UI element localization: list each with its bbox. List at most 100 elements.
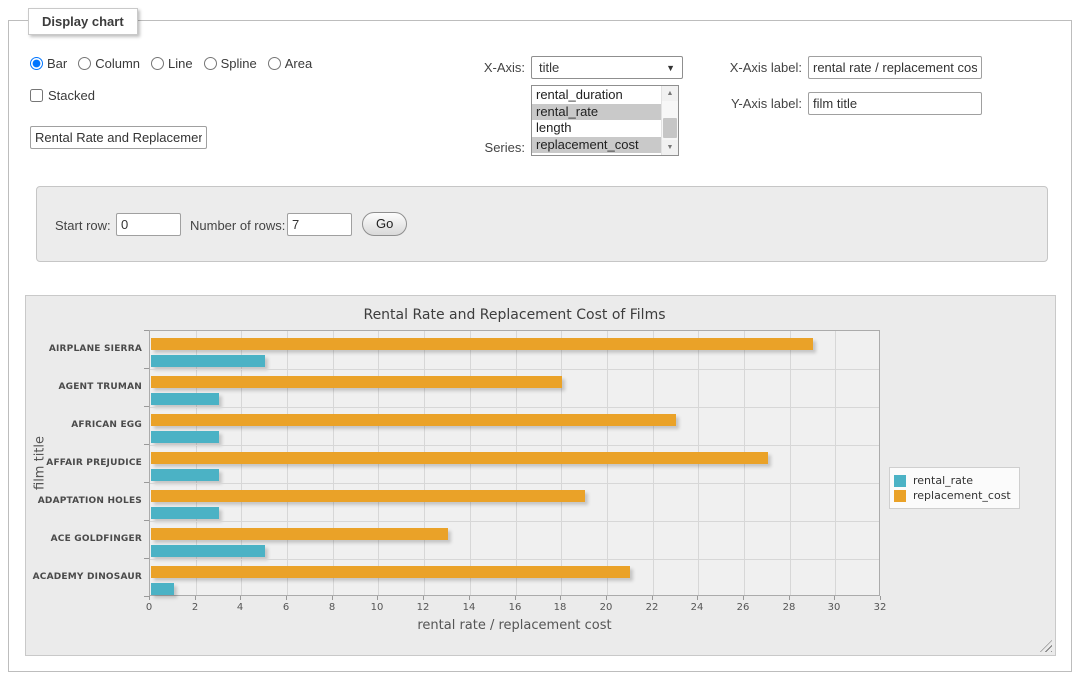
x-tick-mark — [834, 596, 835, 600]
x-tick-mark — [469, 596, 470, 600]
x-axis-select-label: X-Axis: — [425, 60, 525, 75]
category-label: ADAPTATION HOLES — [26, 482, 142, 520]
chart-type-radio-spline[interactable] — [204, 57, 217, 70]
legend-entry: rental_rate — [894, 474, 1011, 487]
y-tick-mark — [144, 368, 149, 369]
chart-type-option-column[interactable]: Column — [78, 56, 140, 71]
bar-rental_rate — [151, 545, 265, 557]
x-tick-mark — [743, 596, 744, 600]
x-tick-mark — [240, 596, 241, 600]
chart-type-radio-column[interactable] — [78, 57, 91, 70]
x-tick-label: 28 — [774, 602, 804, 613]
x-tick-mark — [652, 596, 653, 600]
legend-entry: replacement_cost — [894, 489, 1011, 502]
scrollbar-thumb[interactable] — [663, 118, 677, 138]
x-axis-label-input[interactable] — [808, 56, 982, 79]
y-tick-mark — [144, 596, 149, 597]
chart-type-option-line[interactable]: Line — [151, 56, 193, 71]
bar-replacement_cost — [151, 376, 562, 388]
bar-replacement_cost — [151, 414, 676, 426]
grid-hline — [150, 445, 879, 446]
legend-label: rental_rate — [913, 474, 973, 487]
bar-rental_rate — [151, 507, 219, 519]
chart-type-option-label: Line — [168, 56, 193, 71]
x-tick-label: 30 — [819, 602, 849, 613]
stacked-checkbox[interactable] — [30, 89, 43, 102]
series-option-rental_duration[interactable]: rental_duration — [532, 87, 661, 104]
y-axis-label-input[interactable] — [808, 92, 982, 115]
number-of-rows-label: Number of rows: — [190, 218, 285, 233]
resize-handle-icon[interactable] — [1040, 640, 1052, 652]
chart-title-input[interactable] — [30, 126, 207, 149]
number-of-rows-input[interactable] — [287, 213, 352, 236]
x-tick-mark — [606, 596, 607, 600]
x-tick-mark — [377, 596, 378, 600]
category-label: ACADEMY DINOSAUR — [26, 558, 142, 596]
category-label: AIRPLANE SIERRA — [26, 330, 142, 368]
x-axis-label-label: X-Axis label: — [702, 60, 802, 75]
series-option-length[interactable]: length — [532, 120, 661, 137]
chart-type-option-spline[interactable]: Spline — [204, 56, 257, 71]
series-listbox[interactable]: rental_durationrental_ratelengthreplacem… — [531, 85, 679, 156]
x-axis-select[interactable]: title ▼ — [531, 56, 683, 79]
bar-rental_rate — [151, 393, 219, 405]
series-listbox-options: rental_durationrental_ratelengthreplacem… — [532, 87, 661, 155]
x-tick-label: 2 — [180, 602, 210, 613]
go-button[interactable]: Go — [362, 212, 407, 236]
chart-type-option-area[interactable]: Area — [268, 56, 312, 71]
category-label: AGENT TRUMAN — [26, 368, 142, 406]
bar-replacement_cost — [151, 528, 448, 540]
plot-area — [149, 330, 880, 596]
category-label: AFFAIR PREJUDICE — [26, 444, 142, 482]
chart-type-radio-line[interactable] — [151, 57, 164, 70]
series-listbox-scrollbar[interactable]: ▲ ▼ — [661, 86, 678, 155]
series-option-rental_rate[interactable]: rental_rate — [532, 104, 661, 121]
x-tick-mark — [149, 596, 150, 600]
bar-replacement_cost — [151, 490, 585, 502]
chart-type-option-label: Bar — [47, 56, 67, 71]
rows-range-fieldset — [36, 186, 1048, 262]
scroll-up-icon[interactable]: ▲ — [662, 86, 678, 101]
x-tick-mark — [697, 596, 698, 600]
grid-vline — [790, 331, 791, 595]
chart-type-option-bar[interactable]: Bar — [30, 56, 67, 71]
chart-type-option-label: Area — [285, 56, 312, 71]
chart-widget: Rental Rate and Replacement Cost of Film… — [25, 295, 1056, 656]
legend-label: replacement_cost — [913, 489, 1011, 502]
x-axis-selected-value: title — [539, 60, 559, 75]
chart-type-option-label: Spline — [221, 56, 257, 71]
x-tick-mark — [286, 596, 287, 600]
bar-rental_rate — [151, 431, 219, 443]
series-label: Series: — [425, 140, 525, 155]
grid-hline — [150, 407, 879, 408]
bar-rental_rate — [151, 355, 265, 367]
x-tick-label: 10 — [362, 602, 392, 613]
x-tick-mark — [332, 596, 333, 600]
x-tick-label: 20 — [591, 602, 621, 613]
stacked-label: Stacked — [48, 88, 95, 103]
x-tick-label: 14 — [454, 602, 484, 613]
series-option-replacement_cost[interactable]: replacement_cost — [532, 137, 661, 154]
category-label: AFRICAN EGG — [26, 406, 142, 444]
bar-replacement_cost — [151, 338, 813, 350]
category-label: ACE GOLDFINGER — [26, 520, 142, 558]
grid-hline — [150, 483, 879, 484]
scroll-down-icon[interactable]: ▼ — [662, 140, 678, 155]
grid-hline — [150, 369, 879, 370]
dropdown-arrow-icon: ▼ — [666, 58, 675, 79]
y-tick-mark — [144, 482, 149, 483]
x-tick-label: 12 — [408, 602, 438, 613]
y-tick-mark — [144, 444, 149, 445]
x-tick-label: 16 — [500, 602, 530, 613]
x-tick-label: 0 — [134, 602, 164, 613]
x-tick-mark — [789, 596, 790, 600]
x-tick-label: 18 — [545, 602, 575, 613]
bar-replacement_cost — [151, 452, 768, 464]
bar-rental_rate — [151, 583, 174, 595]
chart-type-radio-area[interactable] — [268, 57, 281, 70]
chart-type-radio-bar[interactable] — [30, 57, 43, 70]
grid-hline — [150, 521, 879, 522]
display-chart-dialog: Display chart BarColumnLineSplineArea St… — [0, 0, 1081, 681]
x-tick-label: 24 — [682, 602, 712, 613]
start-row-input[interactable] — [116, 213, 181, 236]
